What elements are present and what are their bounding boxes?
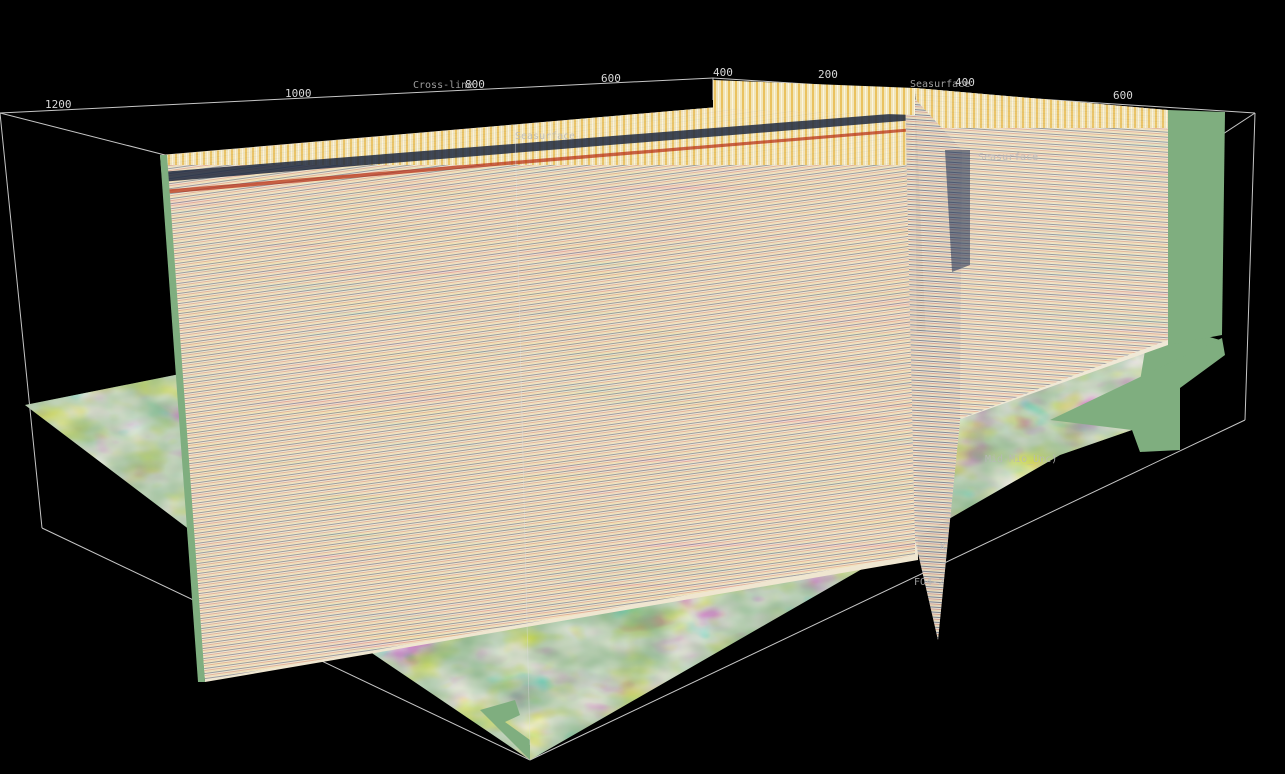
tick-label-200-right: 200 bbox=[818, 68, 838, 81]
inline-section-edge bbox=[160, 155, 205, 682]
tick-label-400: 400 bbox=[713, 66, 733, 79]
tick-label-400-right: 400 bbox=[955, 76, 975, 89]
horizon-labels: Seasurface Seasurface Seasurface Mid-Mio… bbox=[515, 79, 1057, 588]
fault-label-fo4: FO4-2 bbox=[914, 577, 944, 588]
tick-label-600-right: 600 bbox=[1113, 89, 1133, 102]
fault-label-k: K bbox=[940, 542, 946, 553]
inline-section-left[interactable] bbox=[160, 85, 920, 685]
axis-labels: 1200 1000 800 600 400 200 400 600 Cross-… bbox=[45, 66, 1133, 111]
tick-label-1000: 1000 bbox=[285, 87, 312, 100]
slice-notch bbox=[480, 700, 530, 760]
seasurface-label-far: Seasurface bbox=[910, 79, 970, 90]
tick-label-1200: 1200 bbox=[45, 98, 72, 111]
tick-label-600: 600 bbox=[601, 72, 621, 85]
crossline-axis-title: Cross-line bbox=[413, 80, 473, 91]
fault-panel[interactable] bbox=[905, 88, 970, 640]
tick-label-800: 800 bbox=[465, 78, 485, 91]
crossline-section-edge bbox=[1168, 110, 1225, 345]
back-wall-strip bbox=[713, 80, 915, 115]
slice-edge-panel bbox=[1050, 338, 1225, 452]
seasurface-label-left: Seasurface bbox=[515, 131, 575, 142]
cursor-guide-line bbox=[514, 129, 531, 746]
seasurface-label-right: Seasurface bbox=[978, 152, 1038, 163]
unconformity-label: Mid-Mio_Unc) bbox=[985, 454, 1057, 465]
